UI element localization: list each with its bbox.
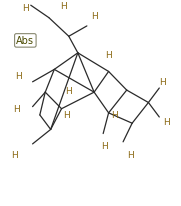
Text: H: H [163,117,170,126]
Text: H: H [65,86,72,95]
Text: H: H [159,78,166,87]
Text: H: H [91,12,98,21]
Text: H: H [105,51,112,60]
Text: H: H [15,72,22,81]
Text: H: H [64,111,70,120]
Text: H: H [127,150,134,159]
Text: H: H [60,2,67,11]
Text: Abs: Abs [16,36,34,46]
Text: H: H [11,150,18,159]
Text: H: H [13,105,20,114]
Text: H: H [102,142,108,151]
Text: H: H [111,111,117,120]
Text: H: H [22,4,29,13]
